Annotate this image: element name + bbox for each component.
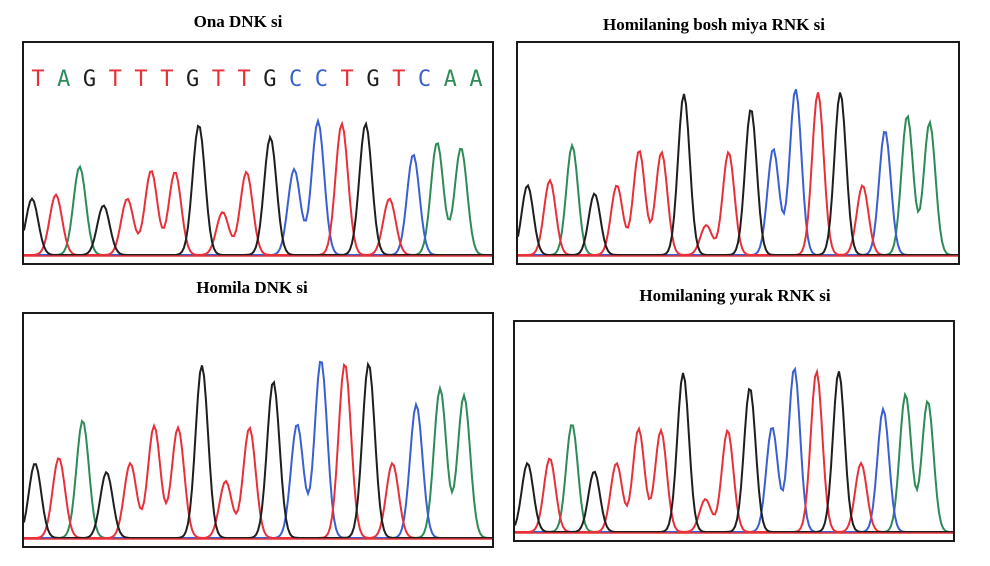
chromatogram-panel-homilaning-yurak-rnk: [513, 320, 955, 542]
chromatogram-traces: [518, 89, 958, 257]
base-call: T: [134, 67, 148, 92]
chromatogram-traces: [24, 117, 492, 257]
chromatogram-panel-homilaning-bosh-miya-rnk: [516, 41, 960, 265]
trace-a: [515, 391, 953, 533]
trace-t: [515, 367, 953, 533]
base-call: T: [211, 67, 225, 92]
base-call: C: [314, 67, 329, 92]
chromatogram-traces: [24, 360, 492, 540]
base-call: G: [366, 67, 380, 92]
base-call: G: [82, 67, 97, 92]
panel-title: Homilaning yurak RNK si: [639, 286, 831, 305]
trace-g: [515, 371, 953, 533]
chromatogram-panel-homila-dnk: [22, 312, 494, 548]
base-call: T: [340, 67, 354, 92]
base-call: A: [469, 67, 483, 92]
base-call: A: [57, 67, 71, 92]
base-call: T: [160, 67, 174, 92]
base-call: C: [417, 67, 432, 92]
base-call: T: [31, 67, 45, 92]
trace-a: [24, 384, 492, 539]
trace-g: [518, 92, 958, 256]
trace-c: [515, 366, 953, 533]
base-call: G: [185, 67, 200, 92]
base-call: T: [237, 67, 251, 92]
chromatogram-traces: [515, 366, 953, 534]
base-call: C: [289, 67, 303, 92]
trace-g: [24, 361, 492, 539]
base-call: A: [443, 67, 457, 92]
base-call: G: [263, 67, 277, 92]
trace-g: [24, 120, 492, 256]
panel-title: Homila DNK si: [196, 278, 308, 297]
panel-title: Ona DNK si: [193, 12, 283, 31]
base-call: T: [392, 67, 406, 92]
trace-t: [518, 92, 958, 256]
panel-title: Homilaning bosh miya RNK si: [603, 15, 825, 34]
base-call: T: [108, 67, 122, 92]
